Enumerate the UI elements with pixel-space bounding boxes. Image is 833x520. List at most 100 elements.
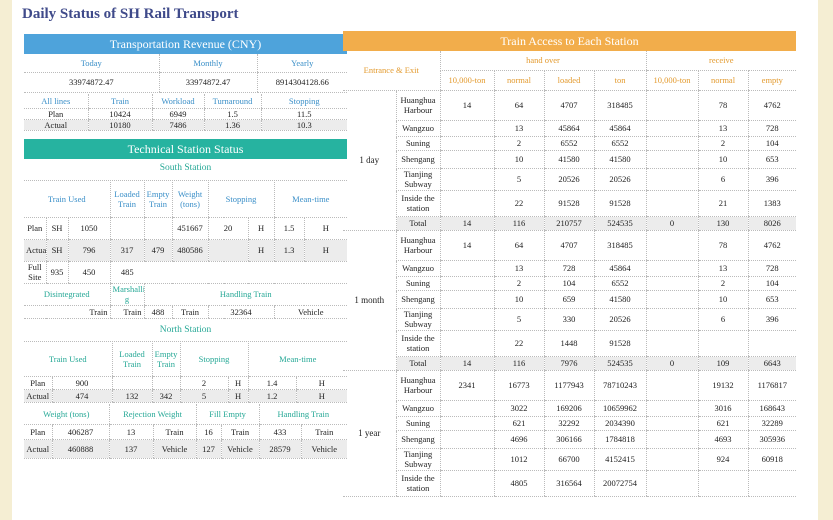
north2-actual-label: Actual	[24, 439, 52, 459]
access-row: Tianjing Subway 5 20526 20526 6 396	[343, 168, 796, 191]
access-cell-a: 14	[439, 230, 495, 261]
lines-actual-train: 10180	[87, 119, 152, 131]
south-col-stopping: Stopping	[207, 182, 275, 218]
south-plan-h1: H	[247, 217, 275, 240]
north2-actual-rejection-unit: Vehicle	[152, 439, 197, 459]
south-actual-h1: H	[247, 239, 275, 262]
access-cell-f: 109	[697, 356, 749, 371]
access-cell-g: 8026	[747, 216, 796, 231]
access-cell-f	[697, 470, 749, 497]
lines-plan-turnaround: 1.5	[203, 108, 261, 120]
access-cell-g: 396	[747, 308, 796, 331]
access-sub-ton: ton	[593, 70, 647, 91]
access-cell-g: 104	[747, 276, 796, 291]
access-cell-g: 1176817	[747, 370, 796, 401]
access-sub-empty: empty	[747, 70, 796, 91]
access-row: Inside the station 4805 316564 20072754	[343, 470, 796, 497]
access-cell-a	[439, 120, 495, 137]
access-cell-c: 6552	[543, 136, 595, 151]
south-plan-label: Plan	[24, 217, 46, 240]
access-station-name: Shengang	[395, 430, 441, 449]
access-station-name: Huanghua Harbour	[395, 370, 441, 401]
access-station-name: Wangzuo	[395, 120, 441, 137]
access-cell-e	[645, 416, 699, 431]
access-cell-d: 10659962	[593, 400, 647, 417]
north-actual-h1: H	[227, 389, 249, 403]
north-actual-label: Actual	[24, 389, 52, 403]
access-cell-b: 2	[493, 276, 545, 291]
access-cell-c: 728	[543, 260, 595, 277]
access-cell-a	[439, 150, 495, 169]
access-cell-d: 20072754	[593, 470, 647, 497]
south-station-title: South Station	[24, 163, 347, 181]
access-cell-a: 14	[439, 216, 495, 231]
access-station-name: Inside the station	[395, 470, 441, 497]
access-cell-d: 524535	[593, 216, 647, 231]
access-cell-f: 10	[697, 290, 749, 309]
access-cell-f: 924	[697, 448, 749, 471]
access-cell-e	[645, 90, 699, 121]
access-cell-d: 45864	[593, 120, 647, 137]
south-handling-train-unit: Train	[171, 305, 209, 319]
north2-plan-label: Plan	[24, 424, 52, 440]
access-panel: Entrance & Exit hand over receive 10,000…	[343, 51, 796, 520]
page-title: Daily Status of SH Rail Transport	[22, 6, 239, 22]
access-cell-b: 22	[493, 330, 545, 357]
access-cell-d: 91528	[593, 330, 647, 357]
south-table: Train Used Loaded Train Empty Train Weig…	[24, 182, 348, 319]
south-full-a: 935	[45, 261, 68, 284]
access-row: Suning 2 6552 6552 2 104	[343, 136, 796, 151]
access-col-entrance: Entrance & Exit	[343, 51, 441, 91]
access-cell-a	[439, 448, 495, 471]
access-cell-d: 91528	[593, 190, 647, 217]
access-cell-g: 1383	[747, 190, 796, 217]
access-station-name: Wangzuo	[395, 260, 441, 277]
revenue-header: Transportation Revenue (CNY)	[24, 34, 347, 54]
access-row: Wangzuo 13 728 45864 13 728	[343, 260, 796, 277]
access-cell-f: 3016	[697, 400, 749, 417]
north2-plan-handling: 433	[258, 424, 302, 440]
access-cell-e	[645, 276, 699, 291]
access-cell-a	[439, 416, 495, 431]
access-cell-c: 316564	[543, 470, 595, 497]
access-cell-g	[747, 330, 796, 357]
lines-actual-workload: 7486	[151, 119, 204, 131]
access-cell-g: 728	[747, 260, 796, 277]
north-col-meantime: Mean-time	[247, 343, 348, 377]
access-cell-b: 5	[493, 308, 545, 331]
north-plan-stop: 2	[179, 376, 229, 390]
access-cell-b: 16773	[493, 370, 545, 401]
access-cell-a	[439, 136, 495, 151]
north2-actual-handling-unit: Vehicle	[300, 439, 348, 459]
north-station-title: North Station	[24, 320, 347, 342]
lines-col-train: Train	[87, 94, 152, 109]
north-actual-empty: 342	[151, 389, 181, 403]
north-col-fill-empty: Fill Empty	[195, 404, 260, 425]
access-cell-f: 6	[697, 308, 749, 331]
access-cell-d: 6552	[593, 276, 647, 291]
south-col-empty: Empty Train	[143, 182, 173, 218]
revenue-col-monthly: Monthly	[158, 54, 257, 73]
south-handling-value2: 32364	[207, 305, 275, 319]
access-cell-c: 7976	[543, 356, 595, 371]
access-cell-g: 728	[747, 120, 796, 137]
access-station-name: Huanghua Harbour	[395, 230, 441, 261]
revenue-monthly-value: 33974872.47	[158, 72, 257, 93]
access-cell-f: 130	[697, 216, 749, 231]
lines-plan-train: 10424	[87, 108, 152, 120]
access-cell-a: 14	[439, 90, 495, 121]
access-cell-b: 22	[493, 190, 545, 217]
south-actual-mean: 1.3	[273, 239, 305, 262]
access-row: 1 year Huanghua Harbour 2341 16773 1177943 78…	[343, 370, 796, 497]
access-cell-g	[747, 470, 796, 497]
access-cell-b: 3022	[493, 400, 545, 417]
south-plan-mean: 1.5	[273, 217, 305, 240]
revenue-yearly-value: 8914304128.66	[256, 72, 347, 93]
access-station-name: Wangzuo	[395, 400, 441, 417]
access-sub-loaded: loaded	[543, 70, 595, 91]
north-actual-used: 474	[51, 389, 113, 403]
access-cell-f: 6	[697, 168, 749, 191]
lines-plan-stopping: 11.5	[260, 108, 347, 120]
access-row: Wangzuo 13 45864 45864 13 728	[343, 120, 796, 137]
access-cell-g: 60918	[747, 448, 796, 471]
